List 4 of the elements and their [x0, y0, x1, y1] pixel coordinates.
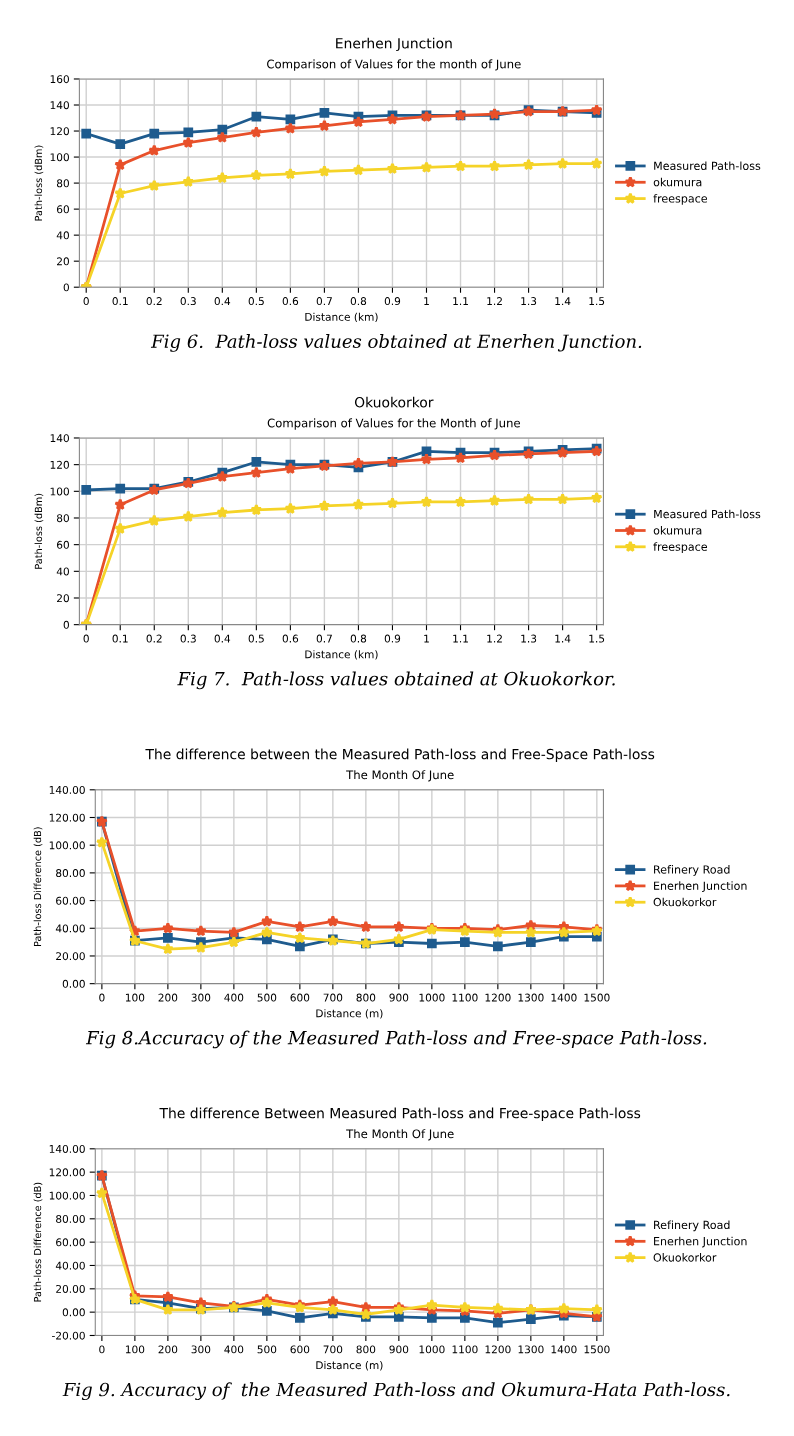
caption: Fig 6. Path-loss values obtained at Enerhen Junction. — [150, 334, 642, 352]
caption: Fig 8.Accuracy of the Measured Path-loss and Free-space Path-loss. — [85, 1030, 707, 1049]
caption: Fig 9. Accuracy of the Measured Path-loss and Okumura-Hata Path-loss. — [62, 1382, 730, 1401]
caption: Fig 7. Path-loss values obtained at Okuokorkor. — [177, 671, 615, 690]
